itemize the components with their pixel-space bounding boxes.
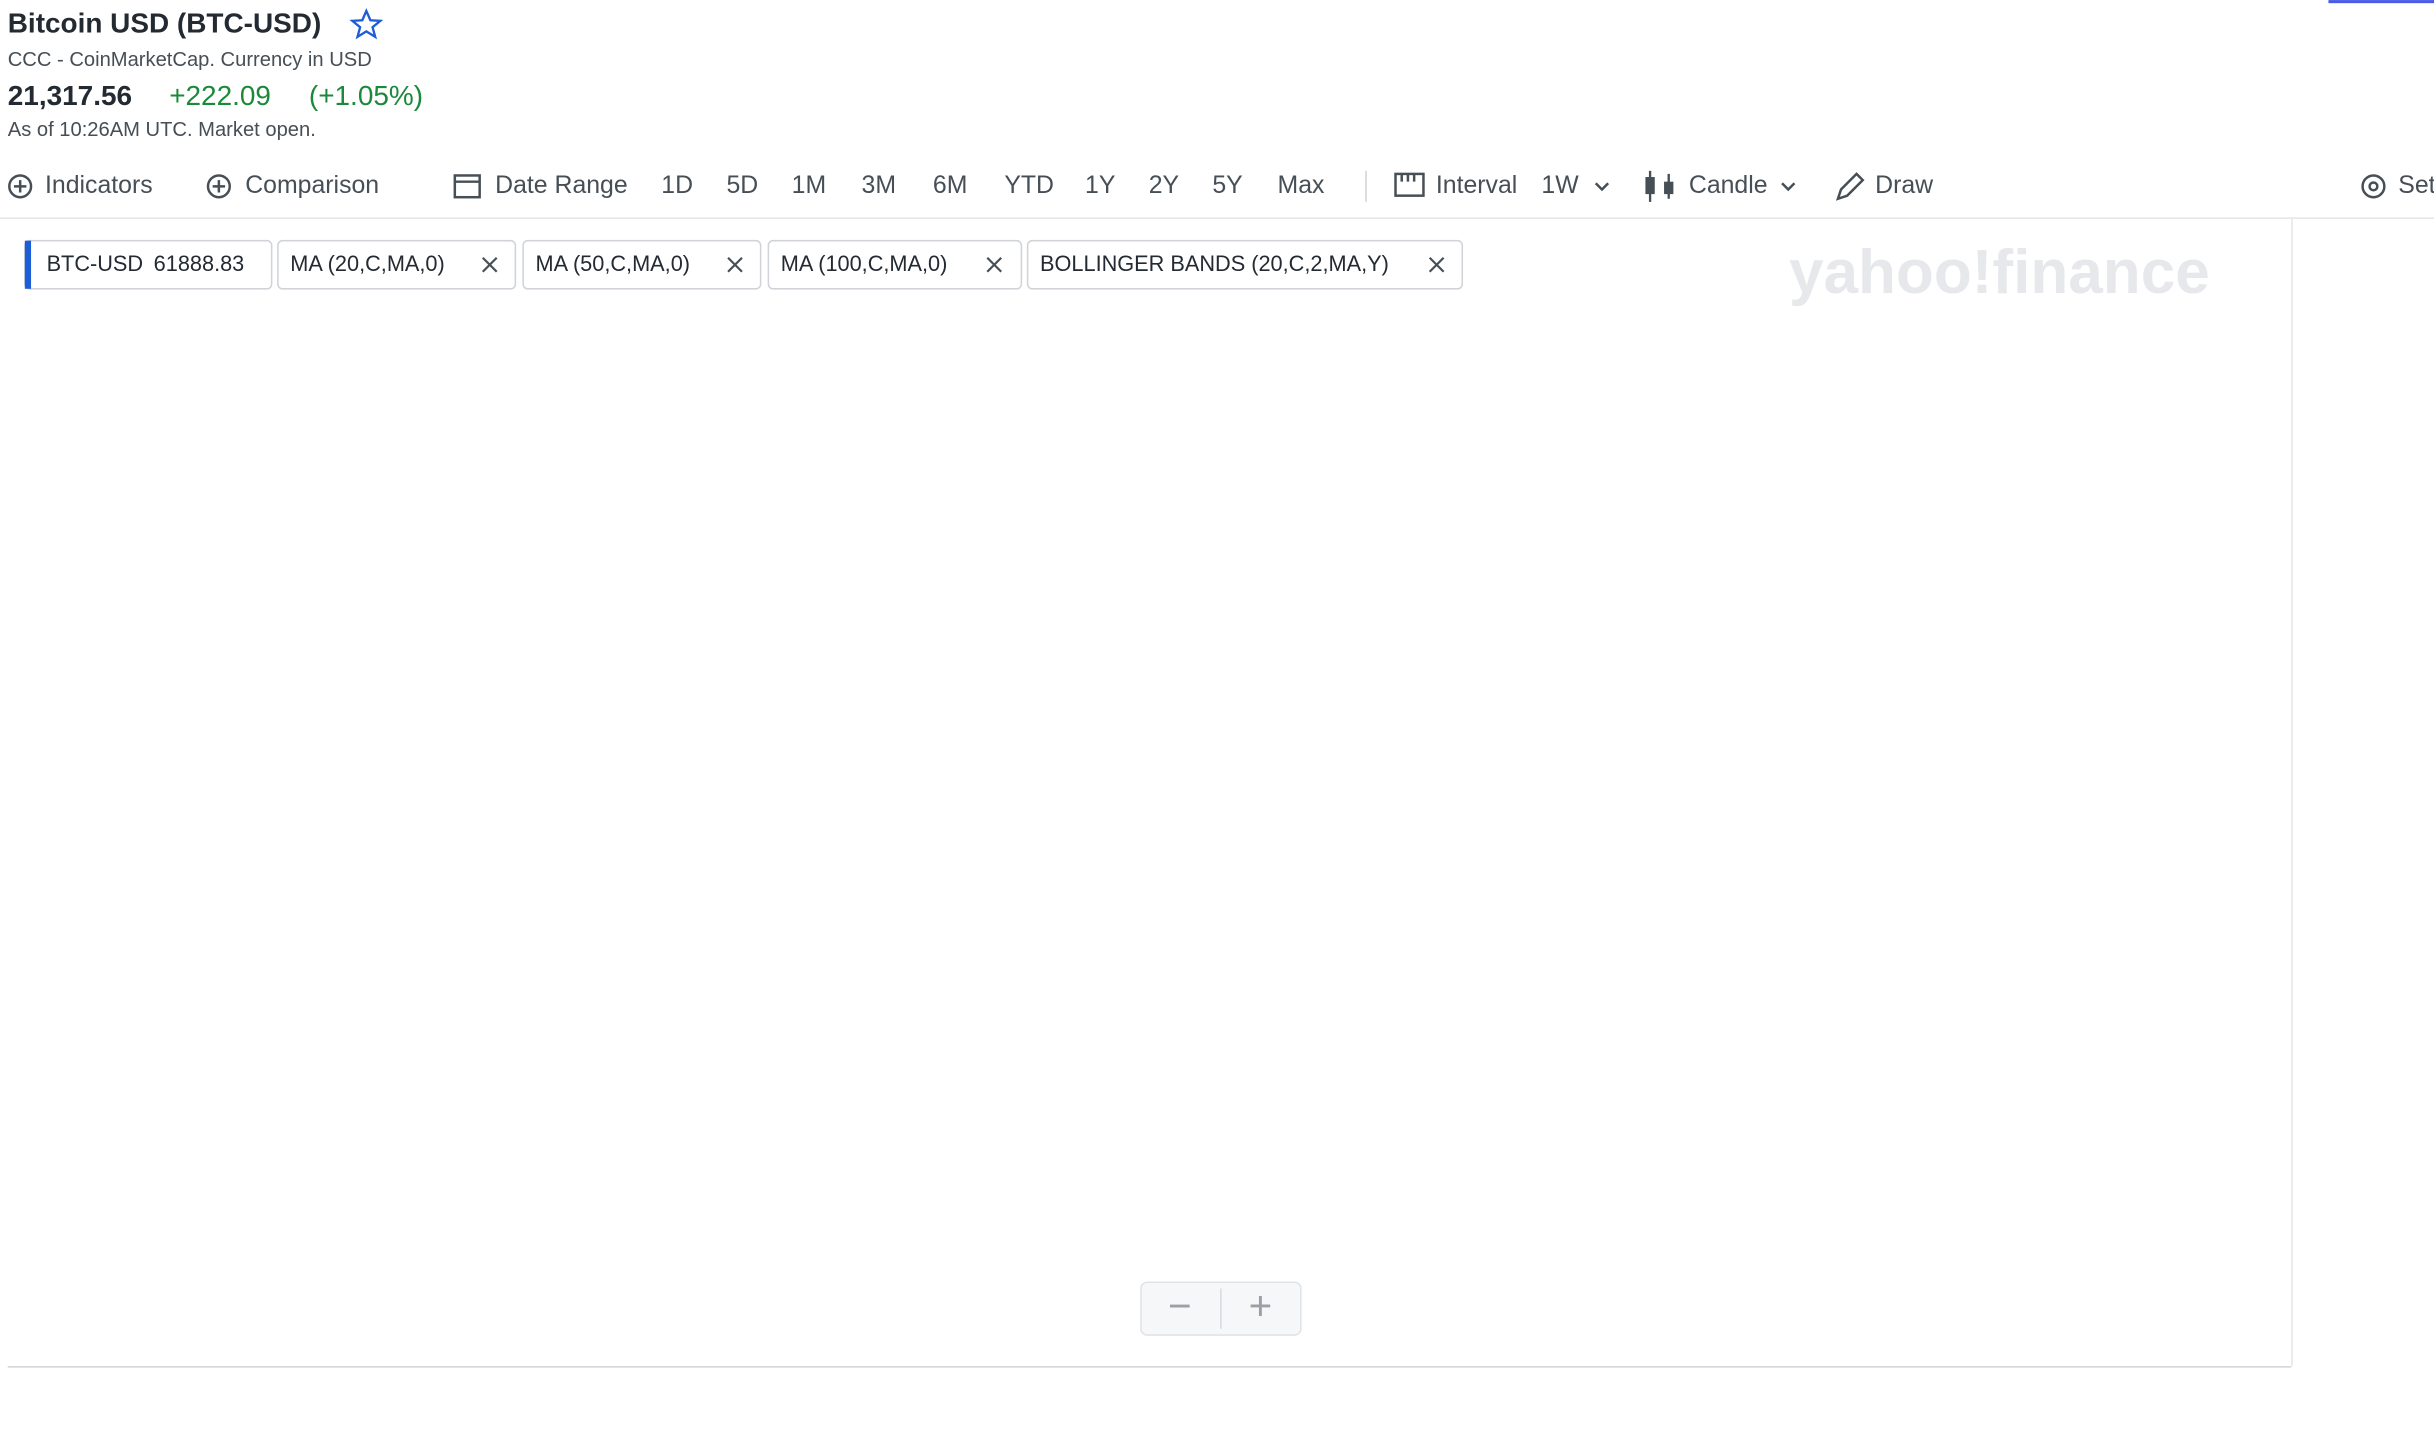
legend-entry: MA (50,C,MA,0) [536,251,690,276]
range-button[interactable]: 2Y [1149,172,1180,199]
chevron [1781,182,1796,192]
range-button[interactable]: 5Y [1212,172,1243,199]
title: Bitcoin USD (BTC-USD) [8,7,322,38]
icon [2368,181,2379,192]
remove-button[interactable] [481,256,498,273]
interval-select[interactable]: 1W [1541,172,1579,199]
icon [13,180,27,193]
range-button[interactable]: 6M [933,172,968,199]
chip-accent [24,240,32,289]
chart-type-select[interactable]: Candle [1689,172,1768,199]
icon [1394,172,1425,197]
range-button[interactable]: YTD [1004,172,1054,199]
change-percent: (+1.05%) [309,80,423,111]
draw-button[interactable]: Draw [1875,172,1933,199]
icon [453,174,481,199]
legend-chip[interactable] [767,239,1023,290]
icon [1400,173,1416,182]
icon [1664,181,1674,195]
indicators-button[interactable]: Indicators [45,172,153,199]
remove-button[interactable] [986,256,1002,273]
legend-chip[interactable] [277,239,517,290]
top-accent [2328,0,2434,4]
remove-button[interactable] [727,256,743,273]
zoom-in[interactable]: + [1249,1282,1273,1328]
date-range-button[interactable]: Date Range [495,172,628,199]
icon [1835,172,1865,201]
toolbar: Indicators Comparison Date Range 1D 5D 1… [8,170,2434,202]
range-button[interactable]: 1D [661,172,693,199]
icon [2361,174,2386,199]
comparison-button[interactable]: Comparison [245,172,379,199]
change: +222.09 [169,80,271,111]
icon [212,180,226,193]
range-button[interactable]: 1M [792,172,826,199]
icon [1645,177,1655,195]
range-button[interactable]: 3M [862,172,897,199]
legend-chip[interactable] [1026,239,1464,290]
remove-button[interactable] [1428,256,1445,273]
icon [8,174,33,199]
legend-entry: BOLLINGER BANDS (20,C,2,MA,Y) [1040,251,1389,276]
chevron [1594,182,1610,192]
price: 21,317.56 [8,80,132,111]
watermark: yahoo!finance [1789,238,2210,307]
legend-entry: MA (20,C,MA,0) [290,251,444,276]
interval-label: Interval [1436,172,1517,199]
zoom-out[interactable]: − [1168,1282,1192,1328]
legend-entry: MA (100,C,MA,0) [781,251,948,276]
legend-chip[interactable] [522,239,762,290]
watchlist-star[interactable] [349,8,384,40]
legend-symbol: BTC-USD [47,251,144,276]
icon [206,174,231,199]
market-status: As of 10:26AM UTC. Market open. [8,119,316,141]
source: CCC - CoinMarketCap. Currency in USD [8,49,372,71]
legend: BTC-USD 61888.83 MA (20,C,MA,0) MA (50,C… [24,239,1464,290]
range-button[interactable]: 5D [726,172,758,199]
range-button[interactable]: Max [1278,172,1325,199]
legend-value: 61888.83 [154,251,245,276]
settings-button[interactable]: Set [2398,172,2434,199]
zoom-control: − + [1140,1281,1302,1336]
range-button[interactable]: 1Y [1085,172,1116,199]
